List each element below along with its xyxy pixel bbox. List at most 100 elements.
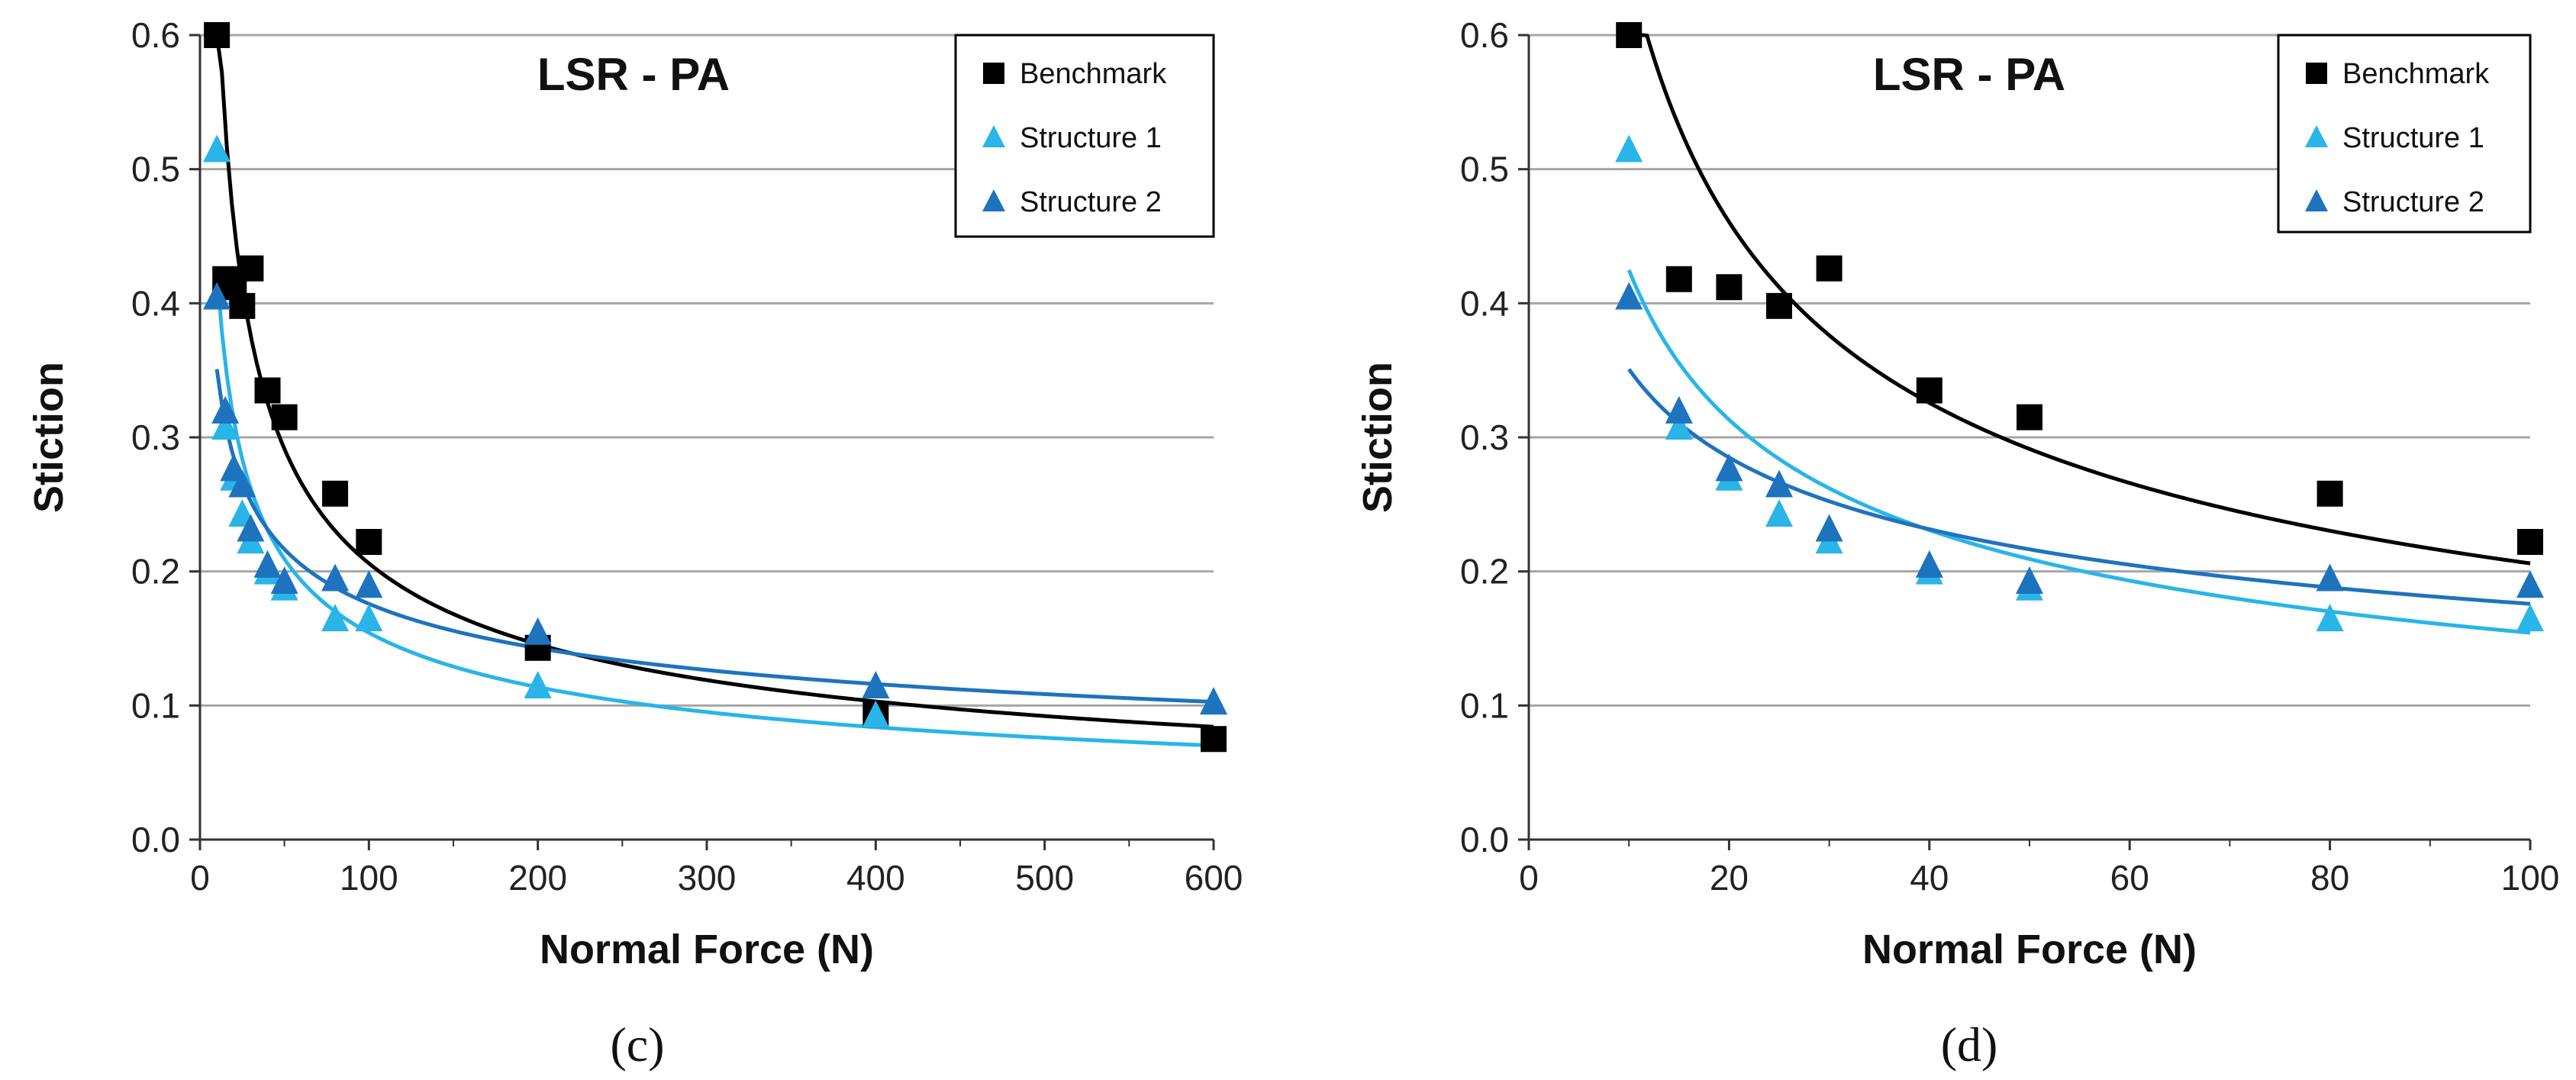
data-point-benchmark [204,22,231,48]
legend: Benchmark Structure 1 Structure 2 [2277,34,2532,234]
y-tick-label: 0.5 [131,150,180,189]
legend-label: Structure 1 [1020,122,1162,154]
data-point-benchmark [1766,292,1792,319]
data-point-structure-2 [2316,563,2344,592]
data-point-structure-2 [355,570,383,598]
data-point-benchmark [1201,726,1227,753]
x-tick-label: 20 [1710,858,1749,898]
x-tick-label: 100 [2501,858,2560,898]
y-tick-label: 0.4 [1460,283,1509,323]
legend-label: Benchmark [2342,58,2490,90]
trend-line-structure-1 [214,269,1214,748]
data-point-structure-2 [211,395,240,424]
y-tick-label: 0.3 [1460,417,1509,457]
y-tick-label: 0.0 [1460,820,1509,859]
data-point-structure-1 [211,411,240,440]
chart-title: LSR - PA [537,49,730,100]
legend-marker-triangle [2305,189,2328,211]
y-tick-label: 0.0 [131,820,180,859]
data-point-structure-2 [1665,395,1693,424]
data-point-benchmark [254,377,281,404]
data-point-structure-1 [524,670,552,698]
data-point-benchmark [271,404,298,430]
data-point-benchmark [1816,255,1843,282]
x-tick-label: 100 [340,858,398,898]
legend-marker-triangle [982,125,1005,147]
data-point-structure-2 [862,670,890,698]
legend-marker-triangle [2305,125,2328,147]
x-tick-label: 600 [1185,858,1243,898]
legend-label: Benchmark [1020,58,1167,90]
panel-caption: (d) [1941,1017,1998,1072]
data-point-benchmark [356,529,382,556]
data-point-structure-2 [1815,514,1843,542]
data-point-structure-2 [237,514,265,542]
data-point-benchmark [1665,266,1692,292]
legend-label: Structure 2 [1020,186,1162,218]
trend-line-structure-2 [214,369,1214,704]
legend: Benchmark Structure 1 Structure 2 [954,34,1215,238]
data-point-benchmark [229,292,256,319]
chart-panel-d: 0.0 0.1 0.2 0.3 0.4 0.5 0.6 0 20 40 60 80 100 Normal … [1355,15,2559,1072]
legend-marker-square [2306,63,2327,84]
y-tick-label: 0.3 [131,417,180,457]
data-point-structure-1 [321,604,350,632]
data-point-structure-1 [2316,604,2344,632]
x-tick-label: 200 [508,858,567,898]
data-point-structure-2 [1715,453,1743,482]
chart-title: LSR - PA [1873,49,2065,100]
data-point-structure-2 [524,617,552,645]
data-point-structure-1 [1615,134,1643,163]
y-tick-label: 0.6 [131,15,180,55]
trend-line-benchmark [1629,33,2531,566]
legend-marker-triangle [982,189,1005,211]
data-point-structure-1 [2516,604,2544,632]
data-point-structure-1 [862,700,890,728]
x-tick-label: 0 [1519,858,1539,898]
x-axis-label: Normal Force (N) [540,927,874,972]
data-point-benchmark [2017,404,2042,430]
legend-label: Structure 2 [2342,186,2484,218]
y-tick-label: 0.5 [1460,150,1509,189]
y-tick-label: 0.1 [131,685,180,725]
panel-caption: (c) [610,1017,664,1072]
y-tick-label: 0.6 [1460,15,1509,55]
data-point-benchmark [1616,22,1643,48]
data-point-structure-1 [355,604,383,632]
data-point-structure-2 [203,282,231,310]
x-tick-label: 80 [2310,858,2349,898]
y-tick-label: 0.2 [1460,552,1509,592]
x-tick-label: 500 [1015,858,1074,898]
trend-line-structure-1 [1627,269,2531,635]
data-point-structure-2 [1200,687,1227,715]
data-point-structure-2 [1915,550,1943,578]
x-axis-label: Normal Force (N) [1862,927,2197,972]
data-point-benchmark [1716,274,1743,301]
data-point-structure-1 [1765,499,1793,527]
data-point-benchmark [1916,377,1942,404]
legend-marker-square [983,63,1004,84]
data-point-structure-2 [1765,469,1793,498]
y-axis-label: Stiction [1355,362,1401,513]
data-point-benchmark [2517,529,2543,556]
data-point-structure-2 [270,566,298,594]
trend-line-benchmark [214,34,1214,729]
data-point-structure-2 [228,469,256,498]
data-point-structure-2 [2516,570,2544,598]
data-point-structure-2 [1615,282,1643,310]
x-tick-label: 60 [2110,858,2149,898]
y-tick-label: 0.1 [1460,685,1509,725]
data-point-benchmark [237,255,264,282]
y-tick-label: 0.2 [131,552,180,592]
x-tick-label: 0 [190,858,210,898]
data-point-structure-1 [1665,411,1693,440]
data-point-benchmark [2316,480,2343,507]
legend-label: Structure 1 [2342,122,2484,154]
data-point-structure-2 [321,563,350,592]
x-tick-label: 300 [678,858,737,898]
chart-panel-c: 0.0 0.1 0.2 0.3 0.4 0.5 0.6 0 100 200 300 400 500 600… [26,15,1243,1072]
data-point-structure-2 [253,550,282,578]
data-point-structure-2 [2016,566,2043,594]
data-point-structure-1 [203,134,231,163]
